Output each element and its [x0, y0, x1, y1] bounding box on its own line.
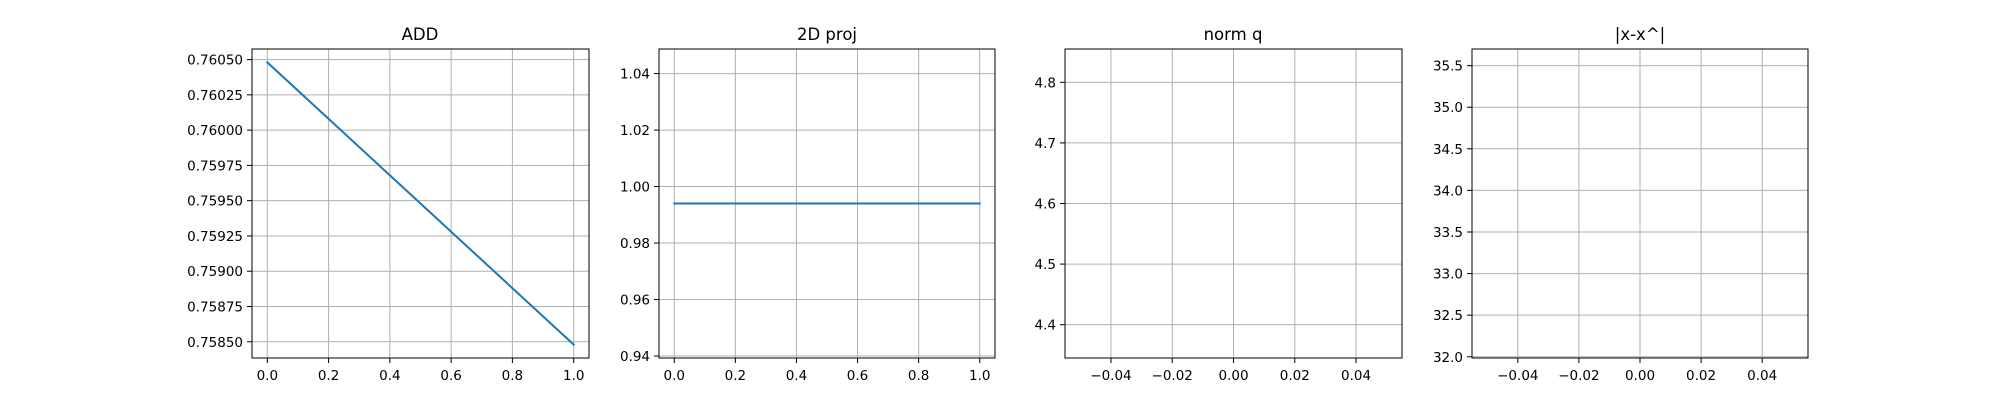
x-tick-label: 0.02: [1686, 368, 1716, 384]
y-tick-label: 1.02: [620, 123, 650, 139]
x-tick-label: 0.04: [1747, 368, 1777, 384]
y-tick-label: 0.96: [620, 293, 650, 309]
x-tick-label: 0.8: [908, 368, 929, 384]
y-tick-label: 4.6: [1035, 197, 1056, 213]
y-tick-label: 34.0: [1433, 183, 1463, 199]
y-tick-label: 32.5: [1433, 308, 1463, 324]
subplot-x-error: |x-x^| −0.04 −0.02 0.00 0.02 0.04 32.0 32.5 33.…: [1433, 25, 1809, 384]
y-tick-label: 35.0: [1433, 100, 1463, 116]
axes-frame: [658, 48, 996, 359]
x-tick-label: −0.02: [1558, 368, 1599, 384]
x-tick-label: 0.6: [440, 368, 461, 384]
y-tick-label: 4.5: [1035, 257, 1056, 273]
y-tick-label: 0.98: [620, 236, 650, 252]
y-tick-label: 0.94: [620, 349, 650, 365]
chart-title: ADD: [402, 25, 439, 44]
y-tick-label: 35.5: [1433, 59, 1463, 75]
y-tick-label: 1.04: [620, 67, 650, 83]
y-tick-label: 34.5: [1433, 142, 1463, 158]
x-tick-label: 0.4: [786, 368, 807, 384]
subplot-norm-q: norm q −0.04 −0.02 0.00 0.02 0.04 4.4 4.5 4.6 4.…: [1035, 25, 1403, 384]
x-tick-label: 0.2: [318, 368, 339, 384]
y-tick-label: 0.75925: [187, 229, 243, 245]
chart-title: |x-x^|: [1615, 25, 1665, 44]
chart-title: 2D proj: [797, 25, 857, 44]
x-tick-label: 0.0: [664, 368, 685, 384]
chart-title: norm q: [1204, 25, 1263, 44]
y-tick-label: 0.75900: [187, 264, 243, 280]
x-tick-label: 0.0: [257, 368, 278, 384]
y-tick-label: 0.75850: [187, 335, 243, 351]
y-tick-label: 4.7: [1035, 136, 1056, 152]
x-tick-label: 1.0: [969, 368, 990, 384]
x-tick-label: −0.02: [1152, 368, 1193, 384]
y-tick-label: 0.76050: [187, 53, 243, 69]
x-tick-label: 0.4: [379, 368, 400, 384]
x-tick-label: −0.04: [1497, 368, 1538, 384]
axes-frame: [251, 48, 590, 359]
x-tick-label: −0.04: [1090, 368, 1131, 384]
y-tick-label: 1.00: [620, 180, 650, 196]
x-tick-label: 0.02: [1280, 368, 1310, 384]
y-tick-label: 4.4: [1035, 318, 1056, 334]
x-tick-label: 0.6: [847, 368, 868, 384]
y-tick-label: 0.76000: [187, 123, 243, 139]
y-tick-label: 4.8: [1035, 75, 1056, 91]
x-tick-label: 0.8: [502, 368, 523, 384]
x-tick-label: 0.00: [1625, 368, 1655, 384]
x-tick-label: 0.00: [1218, 368, 1248, 384]
series-line: [265, 60, 576, 347]
subplot-2d-proj: 2D proj 0.0 0.2 0.4 0.6 0.8 1.0 0.94 0.96 0.98 1.…: [620, 25, 996, 384]
x-tick-label: 1.0: [563, 368, 584, 384]
y-tick-label: 0.76025: [187, 88, 243, 104]
y-tick-label: 33.0: [1433, 267, 1463, 283]
subplot-add: ADD 0.0 0.2 0.4 0.6 0.8 1.0 0.75850 0.75875 0.75…: [187, 25, 590, 384]
y-tick-label: 32.0: [1433, 350, 1463, 366]
y-tick-label: 33.5: [1433, 225, 1463, 241]
x-tick-label: 0.2: [725, 368, 746, 384]
y-tick-label: 0.75975: [187, 158, 243, 174]
y-tick-label: 0.75950: [187, 194, 243, 210]
x-tick-label: 0.04: [1341, 368, 1371, 384]
y-tick-label: 0.75875: [187, 300, 243, 316]
